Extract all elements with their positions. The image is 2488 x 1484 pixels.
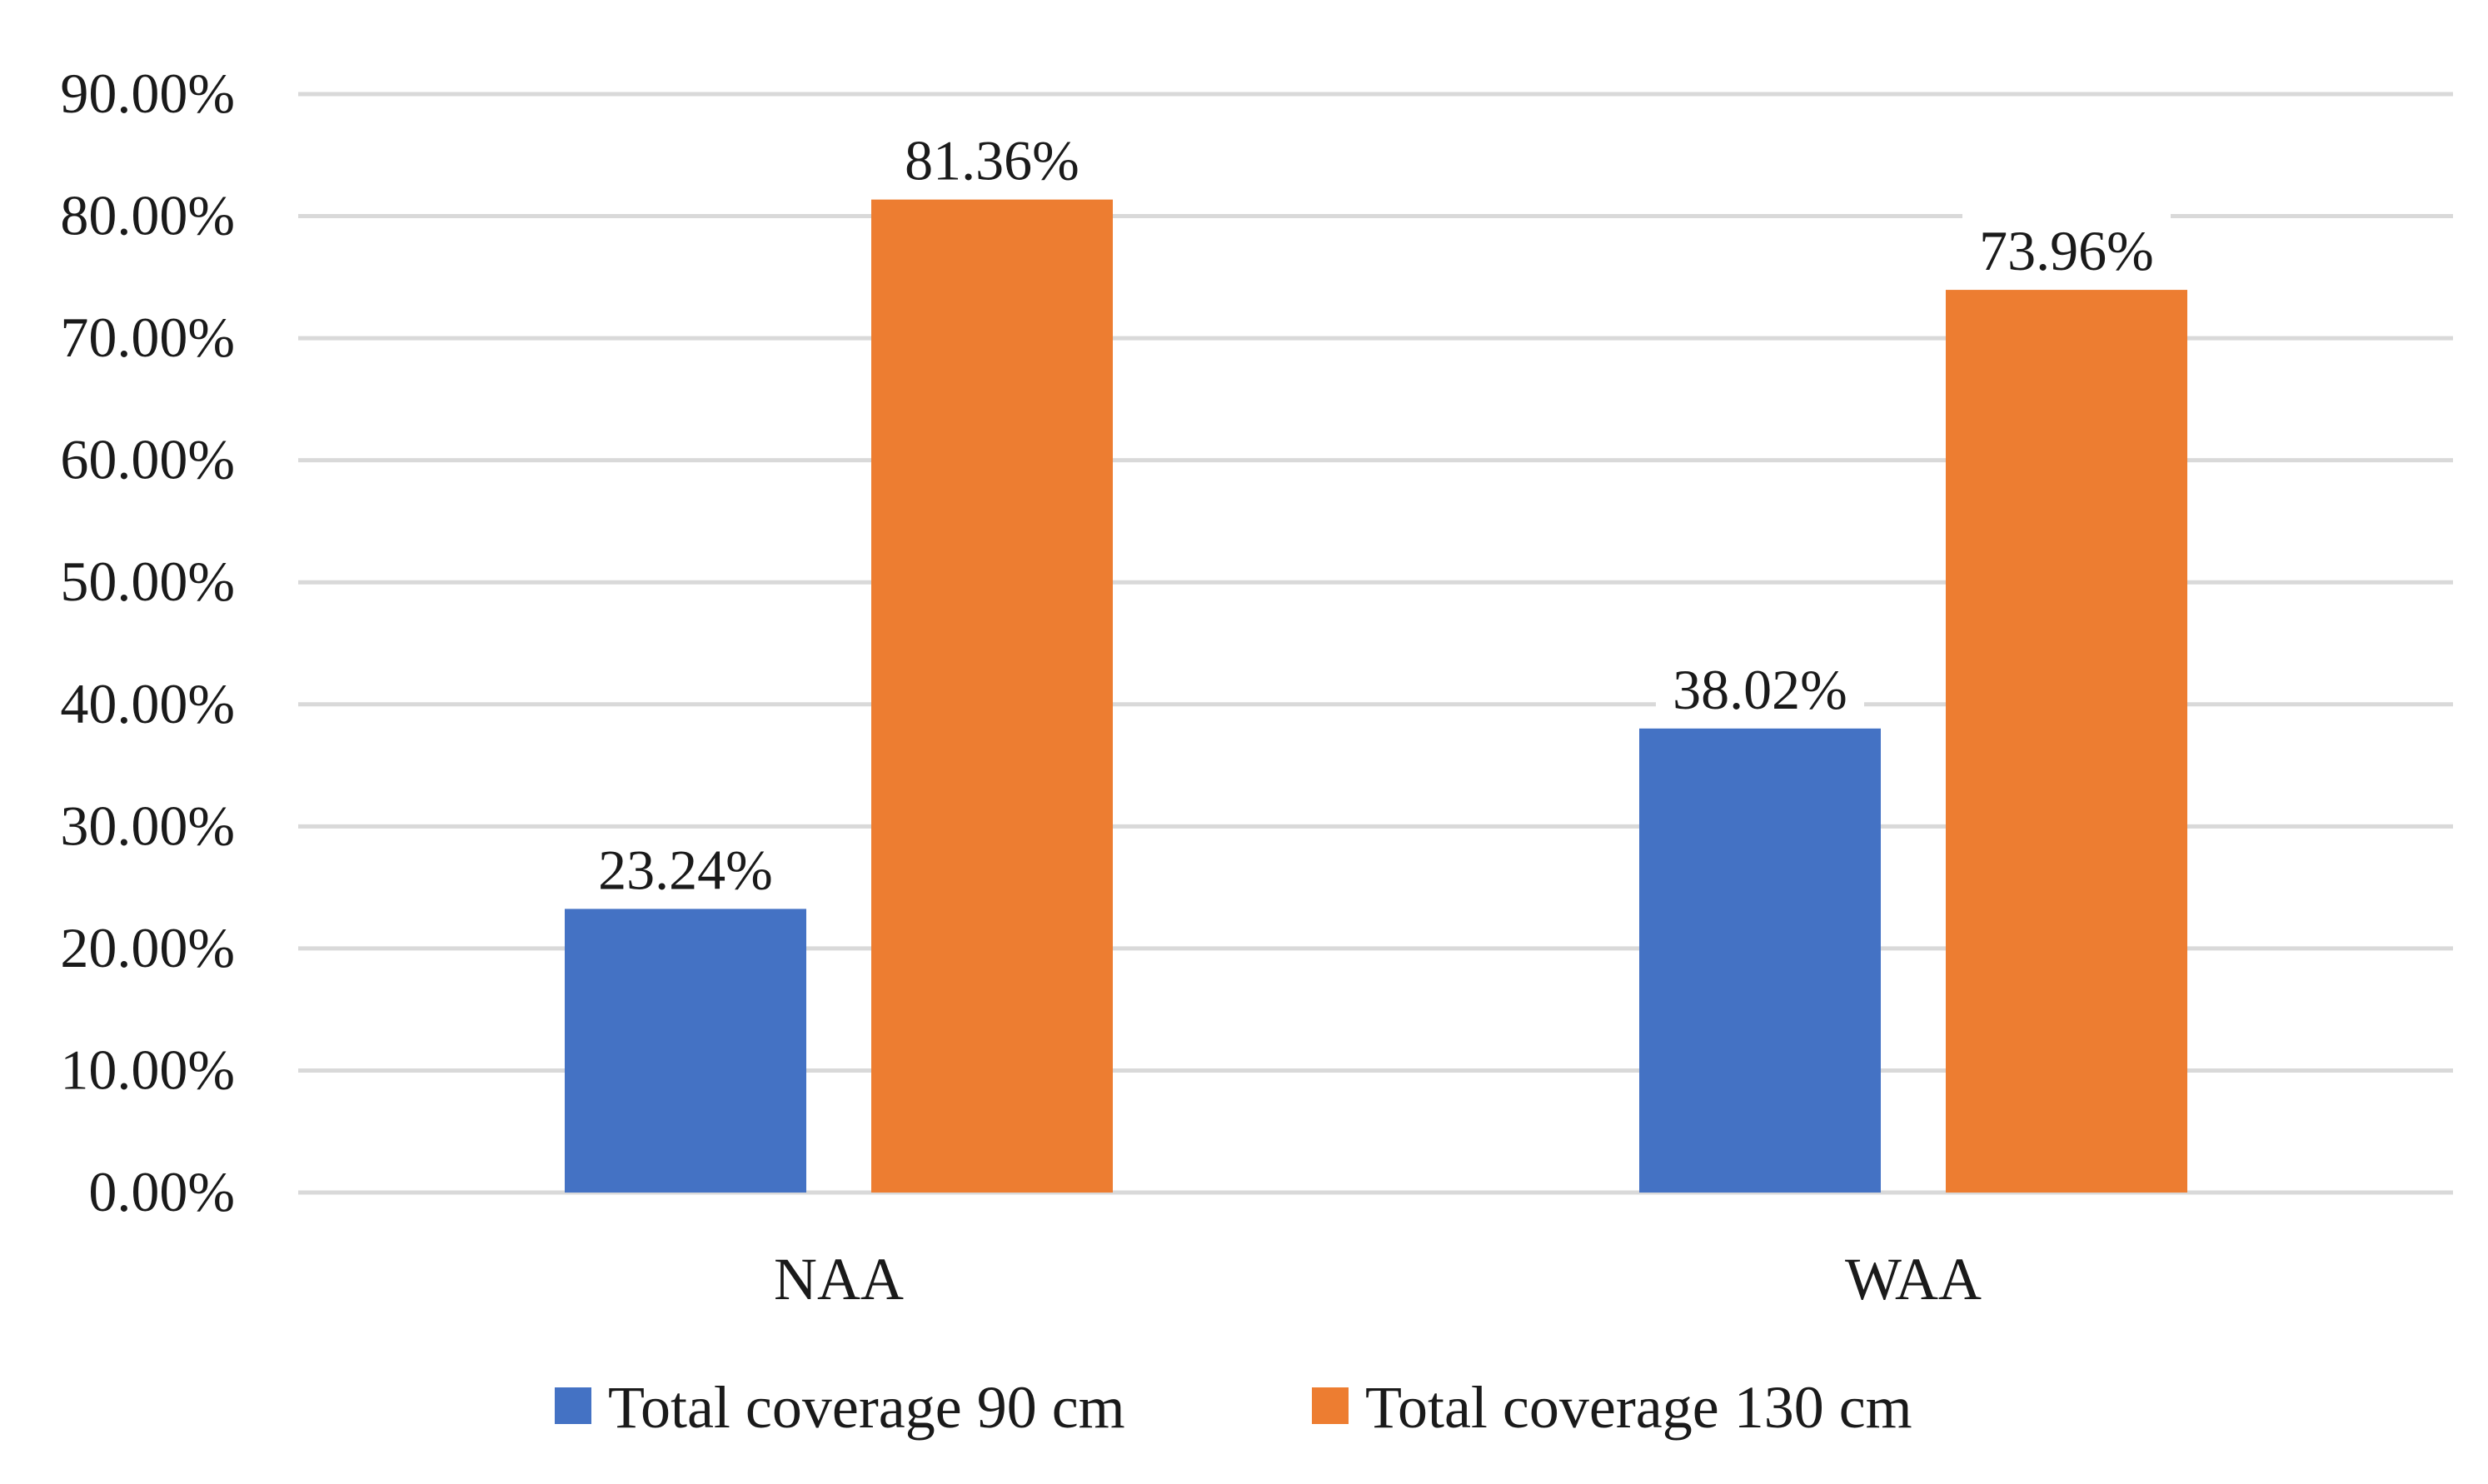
legend: Total coverage 90 cm Total coverage 130 c… (555, 1374, 1912, 1441)
bar-naa-series-1 (565, 909, 806, 1193)
y-tick-label: 60.00% (60, 428, 235, 491)
legend-label: Total coverage 90 cm (608, 1374, 1125, 1441)
data-label: 73.96% (1979, 219, 2154, 282)
data-label-background (888, 122, 1096, 193)
y-tick-label: 0.00% (88, 1160, 235, 1223)
y-tick-label: 90.00% (60, 62, 235, 125)
x-category-label: NAA (774, 1246, 904, 1312)
bar-waa-series-1 (1639, 728, 1881, 1193)
data-label: 38.02% (1673, 658, 1847, 721)
data-labels: 23.24% 38.02% 81.36% 73.96% (581, 122, 2171, 903)
y-tick-label: 10.00% (60, 1038, 235, 1101)
y-axis-tick-labels: 0.00% 10.00% 20.00% 30.00% 40.00% 50.00% 60.00… (60, 62, 235, 1223)
bar-naa-series-2 (871, 199, 1113, 1193)
y-tick-label: 80.00% (60, 184, 235, 247)
data-label: 81.36% (905, 129, 1079, 192)
x-category-label: WAA (1845, 1246, 1982, 1312)
legend-swatch (1312, 1387, 1349, 1424)
y-tick-label: 30.00% (60, 794, 235, 857)
data-label-background (581, 832, 790, 903)
legend-label: Total coverage 130 cm (1365, 1374, 1912, 1441)
y-tick-label: 70.00% (60, 306, 235, 369)
y-tick-label: 50.00% (60, 550, 235, 613)
bars (565, 199, 2187, 1193)
x-axis-category-labels: NAA WAA (774, 1246, 1982, 1312)
bar-waa-series-2 (1946, 290, 2187, 1193)
legend-swatch (555, 1387, 591, 1424)
y-tick-label: 20.00% (60, 916, 235, 979)
data-label: 23.24% (598, 838, 773, 901)
data-label-background (1656, 651, 1864, 722)
data-label-background (1962, 213, 2171, 284)
y-tick-label: 40.00% (60, 672, 235, 735)
